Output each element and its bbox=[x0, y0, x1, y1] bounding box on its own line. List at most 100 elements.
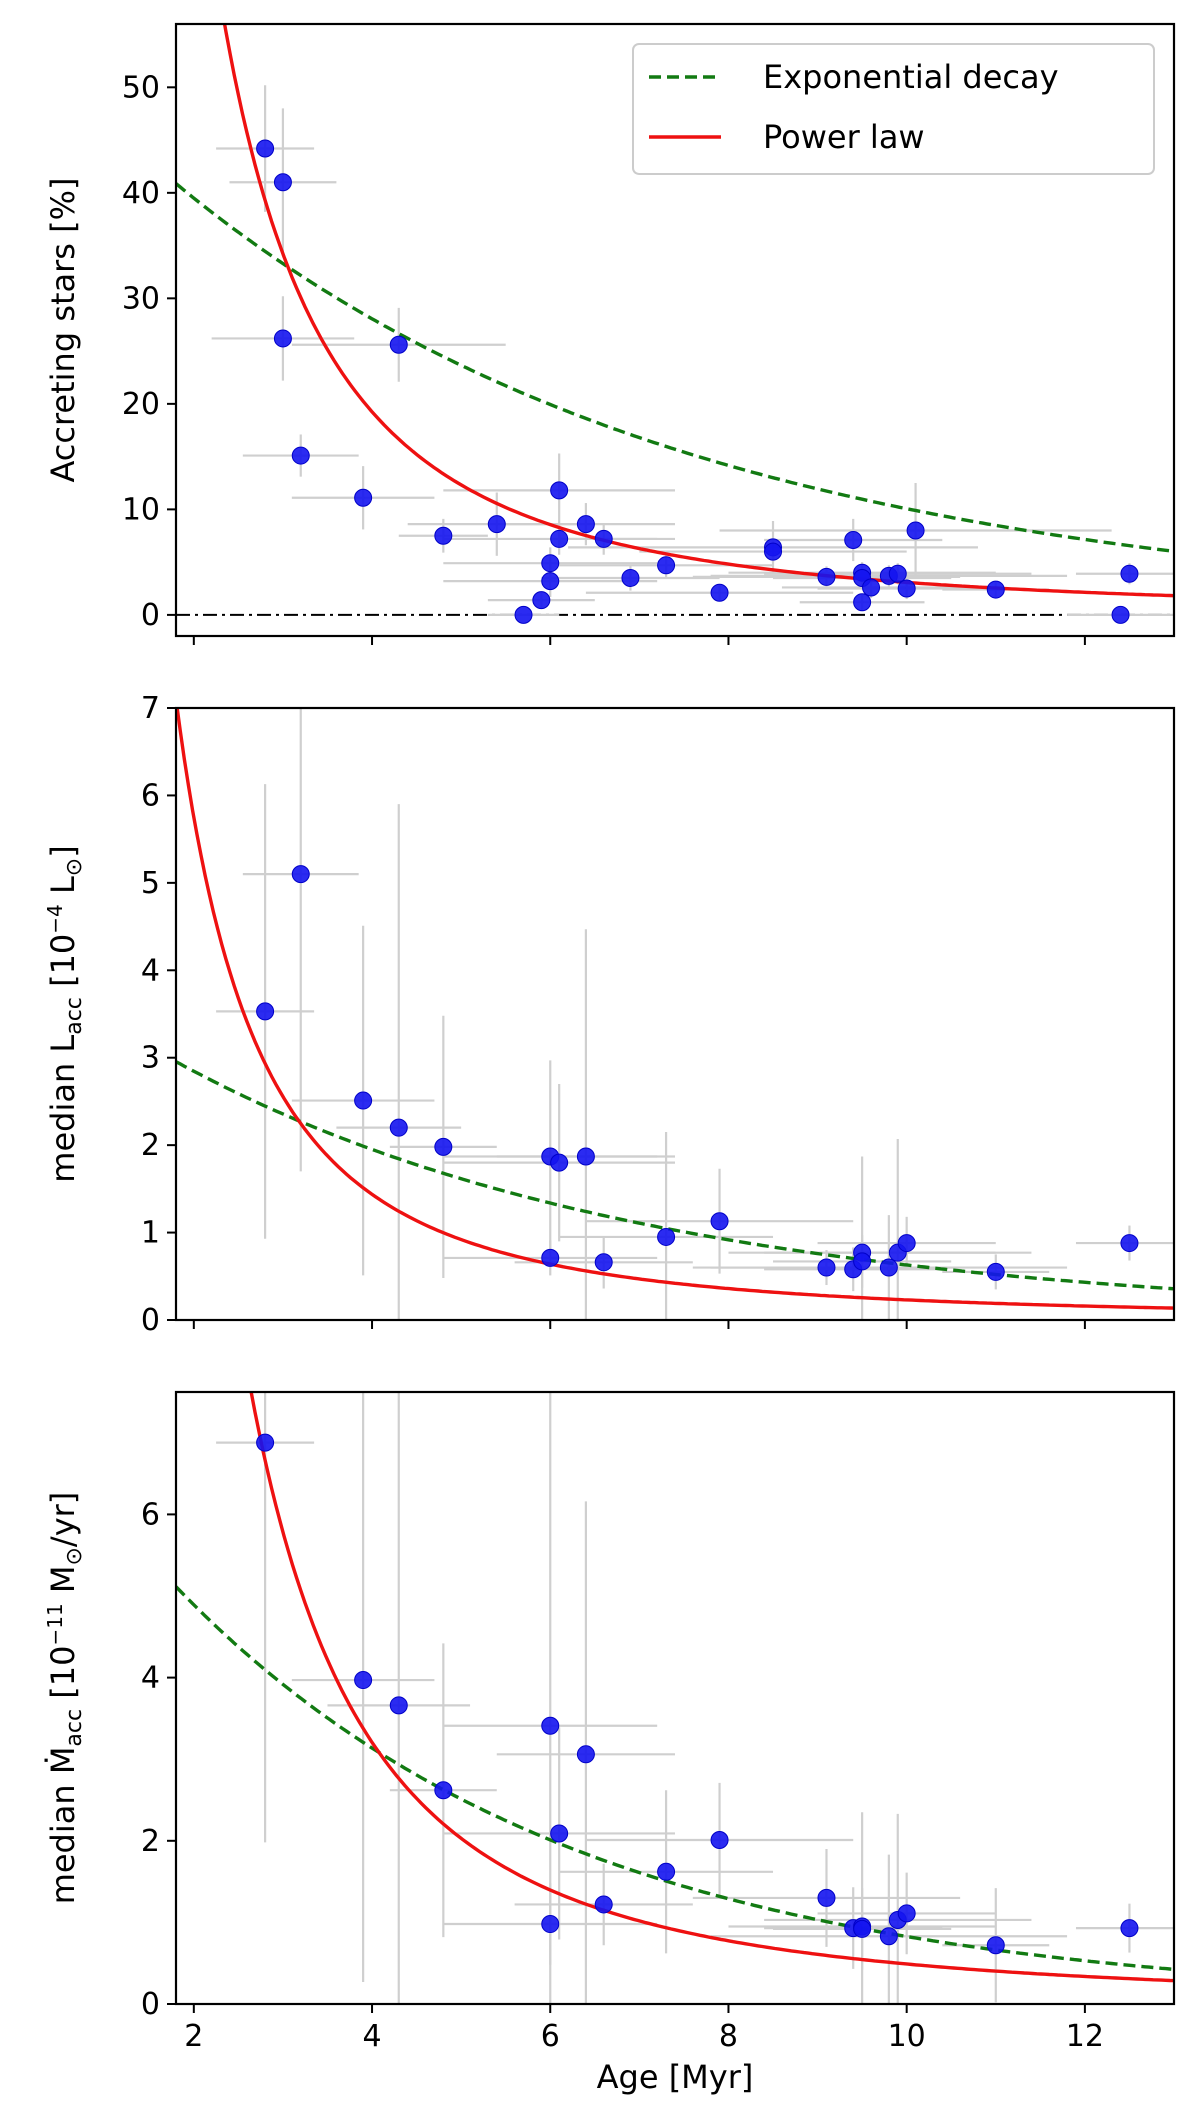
data-point bbox=[532, 591, 551, 610]
x-tick-label: 12 bbox=[1066, 2019, 1104, 2054]
data-point bbox=[657, 1227, 676, 1246]
y-tick-label: 6 bbox=[141, 778, 160, 813]
data-point bbox=[853, 1919, 872, 1938]
data-point bbox=[273, 173, 292, 192]
data-point bbox=[541, 1716, 560, 1735]
data-point bbox=[434, 526, 453, 545]
data-point bbox=[434, 1137, 453, 1156]
y-tick-label: 7 bbox=[141, 691, 160, 726]
power-law-curve bbox=[222, 24, 1174, 598]
data-point bbox=[291, 446, 310, 465]
data-point bbox=[514, 605, 533, 624]
data-point bbox=[1120, 1234, 1139, 1253]
data-point bbox=[256, 1433, 275, 1452]
x-tick-label: 6 bbox=[541, 2019, 560, 2054]
data-point bbox=[710, 1212, 729, 1231]
data-point bbox=[817, 567, 836, 586]
exponential-decay-curve bbox=[176, 182, 1174, 553]
y-axis-label: median Ṁacc [10−11 M⊙/yr] bbox=[43, 1492, 87, 1905]
data-point bbox=[1120, 564, 1139, 583]
axes-frame bbox=[174, 22, 1176, 638]
data-point bbox=[853, 593, 872, 612]
y-tick-label: 2 bbox=[141, 1128, 160, 1163]
y-axis-label: Accreting stars [%] bbox=[44, 177, 82, 482]
y-tick-label: 3 bbox=[141, 1041, 160, 1076]
data-point bbox=[879, 1927, 898, 1946]
data-point bbox=[844, 530, 863, 549]
data-point bbox=[541, 1915, 560, 1934]
y-tick-label: 1 bbox=[141, 1216, 160, 1251]
y-tick-label: 4 bbox=[141, 953, 160, 988]
data-point bbox=[576, 515, 595, 534]
panel-median-lacc: 0 1 2 3 4 5 6 7 median Lacc [10−4 L⊙] bbox=[43, 691, 1176, 1338]
legend-label: Power law bbox=[763, 118, 925, 156]
y-tick-label: 5 bbox=[141, 866, 160, 901]
data-point bbox=[541, 1248, 560, 1267]
exponential-decay-curve bbox=[176, 1585, 1174, 1972]
data-point bbox=[541, 554, 560, 573]
legend: Exponential decay Power law bbox=[632, 43, 1155, 175]
x-tick-label: 4 bbox=[362, 2019, 381, 2054]
data-point bbox=[273, 329, 292, 348]
x-axis-label: Age [Myr] bbox=[597, 2058, 754, 2096]
data-point bbox=[906, 521, 925, 540]
panel-accreting-stars: 0 10 20 30 40 50 Accreting stars [%] Exponentia… bbox=[44, 22, 1176, 645]
plot-area bbox=[176, 1392, 1174, 2004]
y-tick-label: 50 bbox=[122, 70, 160, 105]
y-tick-label: 0 bbox=[141, 598, 160, 633]
data-point bbox=[897, 1234, 916, 1253]
data-point bbox=[621, 568, 640, 587]
y-tick-label: 4 bbox=[141, 1661, 160, 1696]
y-tick-label: 20 bbox=[122, 387, 160, 422]
y-tick-label: 10 bbox=[122, 492, 160, 527]
data-point bbox=[1111, 605, 1130, 624]
axes-frame bbox=[174, 1390, 1176, 2006]
data-point bbox=[594, 529, 613, 548]
power-law-curve bbox=[249, 1392, 1174, 1983]
data-point bbox=[550, 1153, 569, 1172]
data-point bbox=[764, 542, 783, 561]
data-point bbox=[550, 529, 569, 548]
data-point bbox=[389, 1696, 408, 1715]
power-law-curve bbox=[176, 708, 1174, 1310]
y-tick-label: 0 bbox=[141, 1987, 160, 2022]
data-point bbox=[657, 556, 676, 575]
x-tick-label: 2 bbox=[184, 2019, 203, 2054]
data-point bbox=[576, 1147, 595, 1166]
data-point bbox=[897, 579, 916, 598]
legend-label: Exponential decay bbox=[763, 58, 1059, 96]
data-point bbox=[710, 583, 729, 602]
data-point bbox=[434, 1781, 453, 1800]
data-point bbox=[354, 488, 373, 507]
data-point bbox=[862, 578, 881, 597]
x-tick-label: 8 bbox=[719, 2019, 738, 2054]
data-point bbox=[897, 1904, 916, 1923]
data-point bbox=[817, 1888, 836, 1907]
data-point bbox=[550, 1824, 569, 1843]
data-point bbox=[888, 564, 907, 583]
data-point bbox=[354, 1091, 373, 1110]
data-point bbox=[879, 1258, 898, 1277]
data-point bbox=[594, 1895, 613, 1914]
data-point bbox=[817, 1258, 836, 1277]
y-tick-label: 2 bbox=[141, 1824, 160, 1859]
exponential-decay-curve bbox=[176, 1060, 1174, 1291]
data-point bbox=[550, 481, 569, 500]
data-point bbox=[541, 572, 560, 591]
data-point bbox=[986, 1262, 1005, 1281]
data-point bbox=[710, 1830, 729, 1849]
data-point bbox=[389, 1118, 408, 1137]
plot-area bbox=[176, 708, 1174, 1320]
x-tick-label: 10 bbox=[888, 2019, 926, 2054]
data-point bbox=[594, 1253, 613, 1272]
y-tick-label: 30 bbox=[122, 281, 160, 316]
y-axis-label: median Lacc [10−4 L⊙] bbox=[43, 845, 87, 1182]
data-point bbox=[389, 335, 408, 354]
y-tick-label: 0 bbox=[141, 1303, 160, 1338]
data-point bbox=[657, 1862, 676, 1881]
data-point bbox=[256, 139, 275, 158]
data-point bbox=[853, 1252, 872, 1271]
plot-area bbox=[176, 24, 1174, 624]
